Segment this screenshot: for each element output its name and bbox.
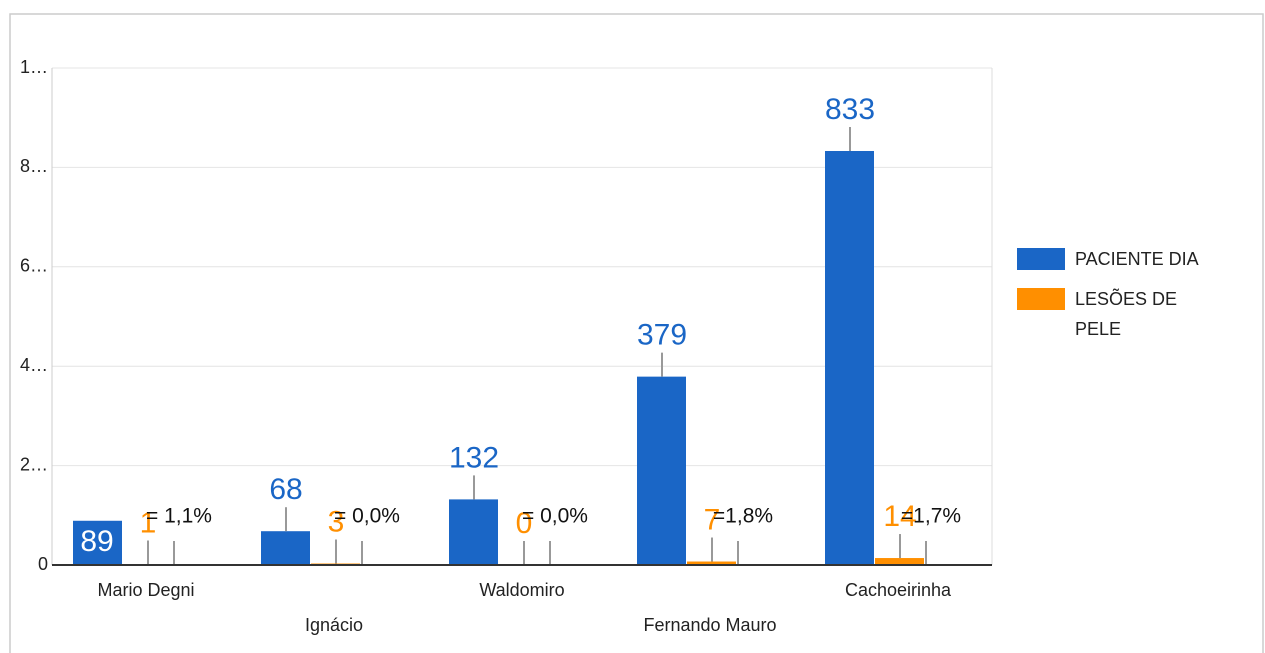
value-label: 0 [516,507,533,540]
value-label: 833 [825,93,875,126]
annotation: = 0,0% [334,505,400,528]
value-label: 14 [883,500,916,533]
annotation: = 0,0% [522,505,588,528]
x-tick-label: Cachoeirinha [845,580,952,600]
x-tick-label: Fernando Mauro [643,615,776,635]
value-label: 1 [140,506,157,539]
annotation: =1,8% [713,505,773,528]
x-tick-label: Ignácio [305,615,363,635]
annotation: =1,7% [901,505,961,528]
annotation: = 1,1% [146,505,212,528]
bar [637,376,686,565]
y-tick-label: 8… [20,156,48,176]
x-tick-label: Waldomiro [479,580,564,600]
legend-label: LESÕES DE PELE [1075,289,1178,339]
bar [261,531,310,565]
y-tick-label: 0 [38,554,48,574]
bar [73,520,122,565]
y-tick-label: 4… [20,355,48,375]
value-label: 132 [449,441,499,474]
value-label: 3 [328,505,345,538]
bar [449,499,498,565]
frame [9,13,1264,653]
legend-swatch [1017,248,1065,270]
value-label: 379 [637,319,687,352]
legend-item: LESÕES DE PELE [1017,288,1217,344]
value-label: 89 [80,525,113,558]
bar [825,150,874,565]
y-tick-label: 1… [20,57,48,77]
x-tick-label: Mario Degni [97,580,194,600]
legend-item: PACIENTE DIA [1017,248,1217,274]
y-tick-label: 2… [20,454,48,474]
legend: PACIENTE DIA LESÕES DE PELE [1017,248,1217,358]
bar [875,558,924,565]
bar [687,561,736,565]
legend-swatch [1017,288,1065,310]
y-tick-label: 6… [20,256,48,276]
legend-label: PACIENTE DIA [1075,249,1199,269]
value-label: 68 [269,473,302,506]
value-label: 7 [704,503,721,536]
